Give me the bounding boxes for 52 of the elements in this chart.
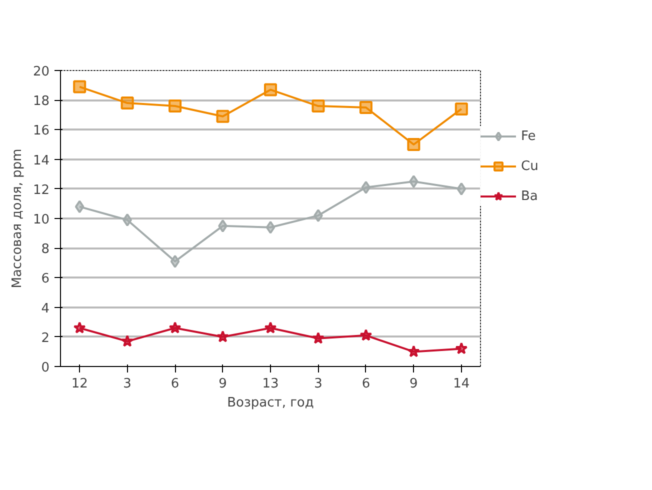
y-tick-label: 14: [32, 153, 50, 168]
point: [312, 100, 325, 113]
y-tick-label: 6: [41, 272, 50, 287]
y-tick-label: 2: [41, 330, 50, 346]
x-tick-label: 12: [71, 376, 88, 392]
point: [264, 322, 277, 334]
y-tick-label: 12: [32, 182, 50, 198]
point: [73, 322, 86, 334]
point: [170, 254, 180, 268]
point: [121, 334, 134, 347]
point: [454, 102, 468, 116]
point: [264, 83, 277, 96]
y-tick-label: 4: [41, 301, 50, 316]
point: [266, 220, 276, 234]
x-axis-title: Возраст, год: [227, 396, 314, 410]
y-tick-label: 8: [41, 242, 50, 258]
point: [122, 213, 132, 226]
point: [218, 219, 228, 232]
point: [73, 80, 86, 94]
legend-label: Ba: [521, 188, 539, 204]
point: [407, 345, 420, 358]
point: [360, 328, 372, 341]
point: [168, 100, 182, 113]
x-tick-label: 9: [410, 376, 418, 392]
point: [456, 182, 466, 196]
point: [312, 332, 324, 344]
y-tick-label: 16: [32, 124, 50, 139]
point: [455, 342, 468, 354]
legend-label: Fe: [521, 128, 537, 144]
y-tick-label: 18: [32, 94, 50, 110]
y-axis-title: Массовая доля, ppm: [10, 148, 25, 288]
point: [216, 110, 230, 123]
y-tick-label: 0: [41, 360, 50, 376]
y-tick-label: 20: [32, 64, 50, 80]
x-tick-label: 6: [362, 376, 370, 392]
point: [74, 200, 84, 214]
point: [359, 101, 372, 114]
point: [216, 330, 230, 342]
point: [120, 96, 134, 110]
x-tick-label: 6: [170, 376, 180, 392]
legend-label: Cu: [521, 158, 540, 174]
point: [361, 180, 371, 194]
x-tick-label: 13: [262, 376, 279, 392]
x-tick-label: 3: [123, 376, 132, 392]
y-tick-label: 10: [32, 212, 50, 228]
point: [168, 322, 182, 334]
x-tick-label: 14: [453, 376, 470, 392]
point: [314, 209, 323, 222]
point: [409, 175, 418, 188]
x-tick-label: 3: [314, 376, 322, 392]
point: [407, 138, 420, 151]
x-tick-label: 9: [218, 376, 227, 392]
